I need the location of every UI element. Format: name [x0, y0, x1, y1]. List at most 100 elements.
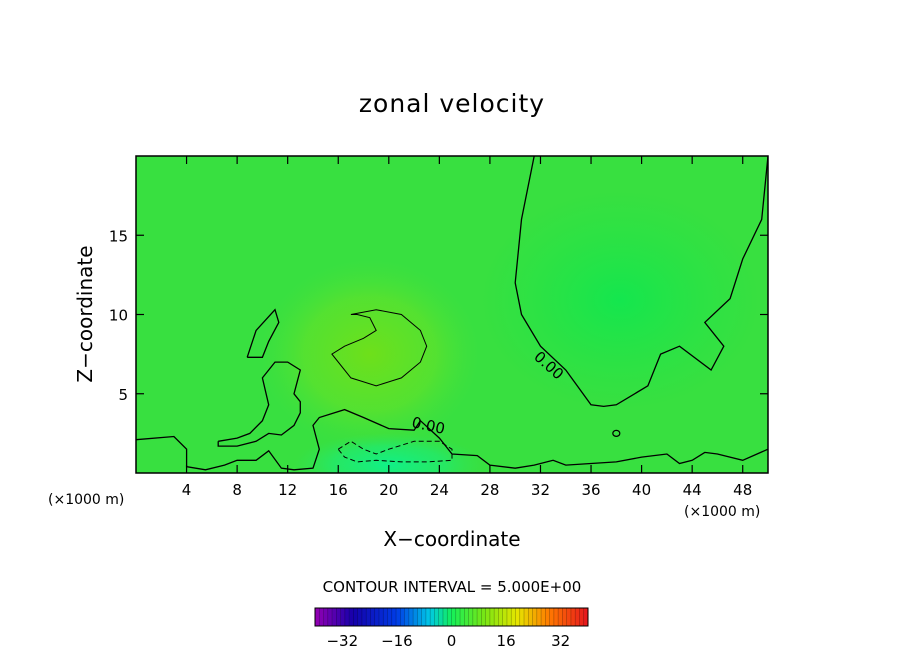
- colorbar-cell: [515, 608, 521, 626]
- colorbar-cell: [430, 608, 435, 626]
- colorbar-cell: [366, 608, 371, 626]
- colorbar-cell: [570, 608, 576, 626]
- colorbar-cell: [562, 608, 567, 626]
- colorbar-cell: [387, 608, 393, 626]
- colorbar-cell: [481, 608, 486, 626]
- colorbar-tick-label: −32: [326, 632, 358, 650]
- colorbar-cell: [451, 608, 457, 626]
- x-tick-label: 16: [329, 481, 348, 499]
- colorbar-tick-label: −16: [381, 632, 413, 650]
- colorbar-cell: [370, 608, 376, 626]
- colorbar-cell: [315, 608, 320, 626]
- y-axis-label: Z−coordinate: [73, 245, 97, 382]
- colorbar-cell: [549, 608, 555, 626]
- colorbar-cell: [583, 608, 589, 626]
- colorbar-tick-label: 32: [551, 632, 570, 650]
- colorbar-cell: [447, 608, 452, 626]
- colorbar-cell: [524, 608, 529, 626]
- plot-area: [136, 156, 768, 473]
- positive-contour-line: [331, 309, 428, 387]
- x-tick-label: 44: [683, 481, 702, 499]
- colorbar-tick-label: 16: [497, 632, 516, 650]
- contour-lines: [136, 156, 768, 471]
- colorbar-cell: [553, 608, 559, 626]
- colorbar-cell: [511, 608, 516, 626]
- colorbar-cell: [421, 608, 427, 626]
- colorbar-cell: [434, 608, 440, 626]
- small-contour-loop: [612, 429, 621, 437]
- colorbar-cell: [498, 608, 503, 626]
- colorbar-cell: [455, 608, 461, 626]
- y-axis-units: (×1000 m): [48, 492, 124, 508]
- y-tick-label: 5: [118, 386, 128, 404]
- colorbar-cell: [340, 608, 346, 626]
- colorbar-ticks: −32 −16 0 16 32: [326, 632, 570, 650]
- negative-contour-line: [337, 440, 453, 463]
- colorbar-cell: [541, 608, 546, 626]
- colorbar-cell: [425, 608, 431, 626]
- x-axis-ticks: 4 8 12 16 20 24 28 32 36 40 44 48: [182, 156, 752, 499]
- colorbar-cell: [383, 608, 388, 626]
- x-axis-units: (×1000 m): [684, 504, 760, 520]
- y-tick-label: 15: [109, 227, 128, 245]
- colorbar-cell: [327, 608, 333, 626]
- colorbar-cell: [468, 608, 474, 626]
- colorbar-cell: [391, 608, 397, 626]
- colorbar-cell: [489, 608, 495, 626]
- y-tick-label: 10: [109, 307, 128, 325]
- x-tick-label: 8: [232, 481, 242, 499]
- x-tick-label: 40: [632, 481, 651, 499]
- colorbar-cell: [400, 608, 405, 626]
- colorbar-cell: [575, 608, 580, 626]
- colorbar-cell: [408, 608, 414, 626]
- colorbar-cell: [344, 608, 350, 626]
- x-tick-label: 28: [480, 481, 499, 499]
- colorbar-cell: [502, 608, 508, 626]
- x-tick-label: 32: [531, 481, 550, 499]
- colorbar-cell: [460, 608, 465, 626]
- colorbar-cell: [378, 608, 384, 626]
- contour-interval-text: CONTOUR INTERVAL = 5.000E+00: [323, 578, 582, 596]
- zero-contour-line: [514, 156, 768, 408]
- colorbar-cell: [319, 608, 324, 626]
- colorbar-cell: [332, 608, 337, 626]
- colorbar-cell: [323, 608, 329, 626]
- colorbar-cell: [472, 608, 478, 626]
- x-axis-label: X−coordinate: [383, 527, 520, 551]
- colorbar-cell: [464, 608, 469, 626]
- heatmap-region-maximum: [259, 259, 480, 450]
- colorbar-cell: [528, 608, 533, 626]
- zero-contour-line: [246, 308, 280, 358]
- x-tick-label: 48: [733, 481, 752, 499]
- x-tick-label: 36: [581, 481, 600, 499]
- colorbar-cell: [404, 608, 410, 626]
- chart-title: zonal velocity: [359, 89, 545, 118]
- y-axis-ticks: 5 10 15: [109, 227, 768, 404]
- colorbar-cell: [353, 608, 358, 626]
- colorbar-cell: [506, 608, 512, 626]
- colorbar: [314, 607, 589, 627]
- heatmap-region-minimum: [293, 433, 484, 473]
- heatmap-region-east: [480, 190, 760, 410]
- colorbar-frame: [314, 607, 589, 627]
- colorbar-cell: [558, 608, 563, 626]
- colorbar-cell: [494, 608, 499, 626]
- zero-contour-line: [136, 408, 768, 471]
- colorbar-cell: [536, 608, 542, 626]
- colorbar-cell: [485, 608, 491, 626]
- colorbar-cell: [357, 608, 363, 626]
- x-tick-label: 4: [182, 481, 192, 499]
- colorbar-cell: [442, 608, 448, 626]
- colorbar-cell: [349, 608, 354, 626]
- zero-contour-line: [217, 361, 302, 447]
- colorbar-cell: [566, 608, 572, 626]
- colorbar-cell: [519, 608, 525, 626]
- colorbar-cell: [438, 608, 444, 626]
- colorbar-cell: [413, 608, 418, 626]
- x-tick-label: 20: [379, 481, 398, 499]
- colorbar-cell: [374, 608, 380, 626]
- colorbar-cell: [477, 608, 482, 626]
- colorbar-cell: [336, 608, 341, 626]
- colorbar-cell: [417, 608, 422, 626]
